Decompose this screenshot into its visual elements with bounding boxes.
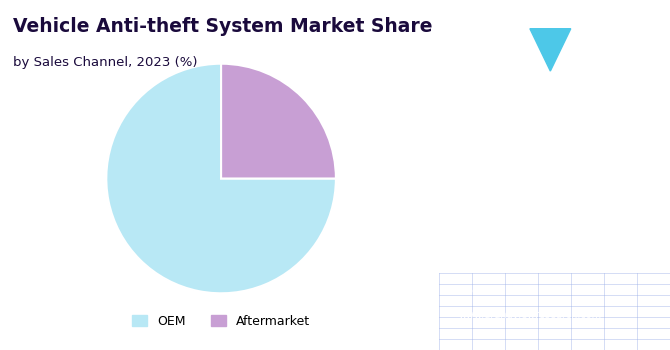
FancyBboxPatch shape <box>462 29 507 71</box>
Text: $13.5B: $13.5B <box>500 140 609 168</box>
Text: Global Market Size,
2023: Global Market Size, 2023 <box>500 199 608 221</box>
Wedge shape <box>107 64 336 293</box>
Text: by Sales Channel, 2023 (%): by Sales Channel, 2023 (%) <box>13 56 198 69</box>
Legend: OEM, Aftermarket: OEM, Aftermarket <box>127 310 315 333</box>
Text: GRAND VIEW RESEARCH: GRAND VIEW RESEARCH <box>502 86 606 95</box>
FancyBboxPatch shape <box>585 29 643 71</box>
Wedge shape <box>221 64 336 178</box>
Text: www.grandviewresearch.com: www.grandviewresearch.com <box>459 310 602 320</box>
Text: Source:: Source: <box>459 286 501 295</box>
Polygon shape <box>530 29 571 71</box>
Text: Vehicle Anti-theft System Market Share: Vehicle Anti-theft System Market Share <box>13 18 433 36</box>
